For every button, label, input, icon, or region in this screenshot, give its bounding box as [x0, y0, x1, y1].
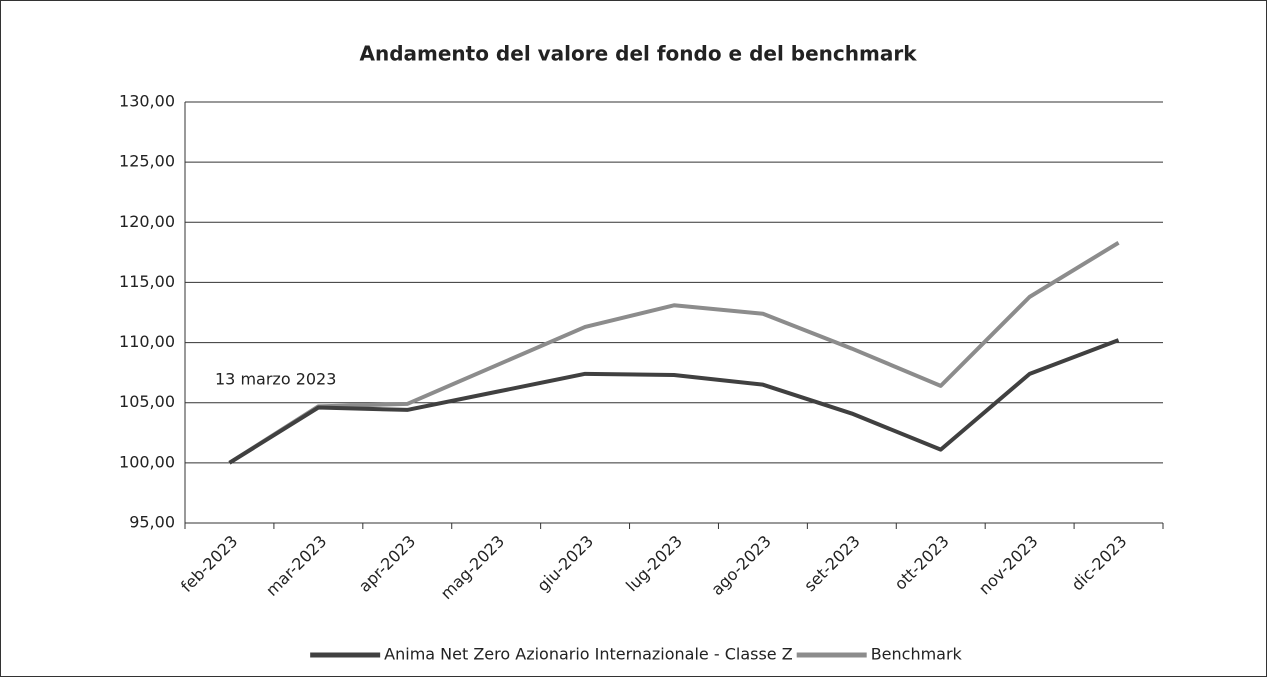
annotation: 13 marzo 2023 [215, 370, 336, 389]
legend-label: Benchmark [871, 645, 963, 664]
y-tick-label: 125,00 [119, 152, 175, 171]
y-tick-label: 130,00 [119, 92, 175, 111]
y-tick-label: 115,00 [119, 272, 175, 291]
y-tick-label: 95,00 [129, 513, 175, 532]
y-tick-label: 100,00 [119, 452, 175, 471]
y-tick-label: 120,00 [119, 212, 175, 231]
legend-label: Anima Net Zero Azionario Internazionale … [384, 645, 793, 664]
y-tick-label: 105,00 [119, 392, 175, 411]
chart-title: Andamento del valore del fondo e del ben… [360, 42, 918, 66]
line-series [228, 241, 1120, 465]
y-tick-label: 110,00 [119, 332, 175, 351]
line-series [228, 338, 1120, 465]
